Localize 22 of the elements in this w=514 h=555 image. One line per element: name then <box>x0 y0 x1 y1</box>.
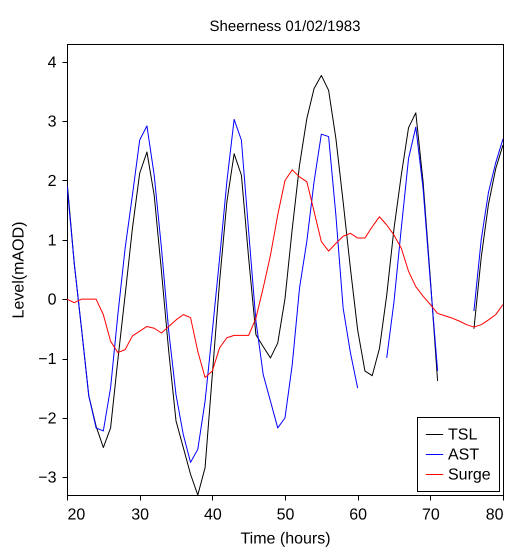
x-axis-title: Time (hours) <box>240 530 331 548</box>
legend-label: Surge <box>448 466 491 484</box>
x-tick-label: 80 <box>486 506 504 524</box>
y-tick-label: 0 <box>48 292 57 309</box>
y-tick-label: 3 <box>48 114 57 131</box>
x-tick-label: 70 <box>422 506 440 524</box>
x-tick-label: 30 <box>131 506 150 524</box>
chart-title: Sheerness 01/02/1983 <box>210 18 360 35</box>
y-tick-label: −2 <box>38 410 57 428</box>
legend-label: TSL <box>448 426 478 444</box>
y-axis-title: Level(mAOD) <box>10 222 28 318</box>
y-tick-label: 4 <box>48 54 57 72</box>
x-tick-label: 40 <box>204 506 222 524</box>
legend-label: AST <box>448 446 480 464</box>
x-tick-label: 60 <box>349 506 368 524</box>
y-tick-label: −1 <box>38 351 57 368</box>
y-tick-label: −3 <box>38 470 57 487</box>
line-series <box>67 169 503 378</box>
y-tick-label: 2 <box>48 172 57 190</box>
x-tick-label: 20 <box>68 506 86 524</box>
x-tick-label: 50 <box>276 506 294 524</box>
y-tick-label: 1 <box>48 232 57 250</box>
